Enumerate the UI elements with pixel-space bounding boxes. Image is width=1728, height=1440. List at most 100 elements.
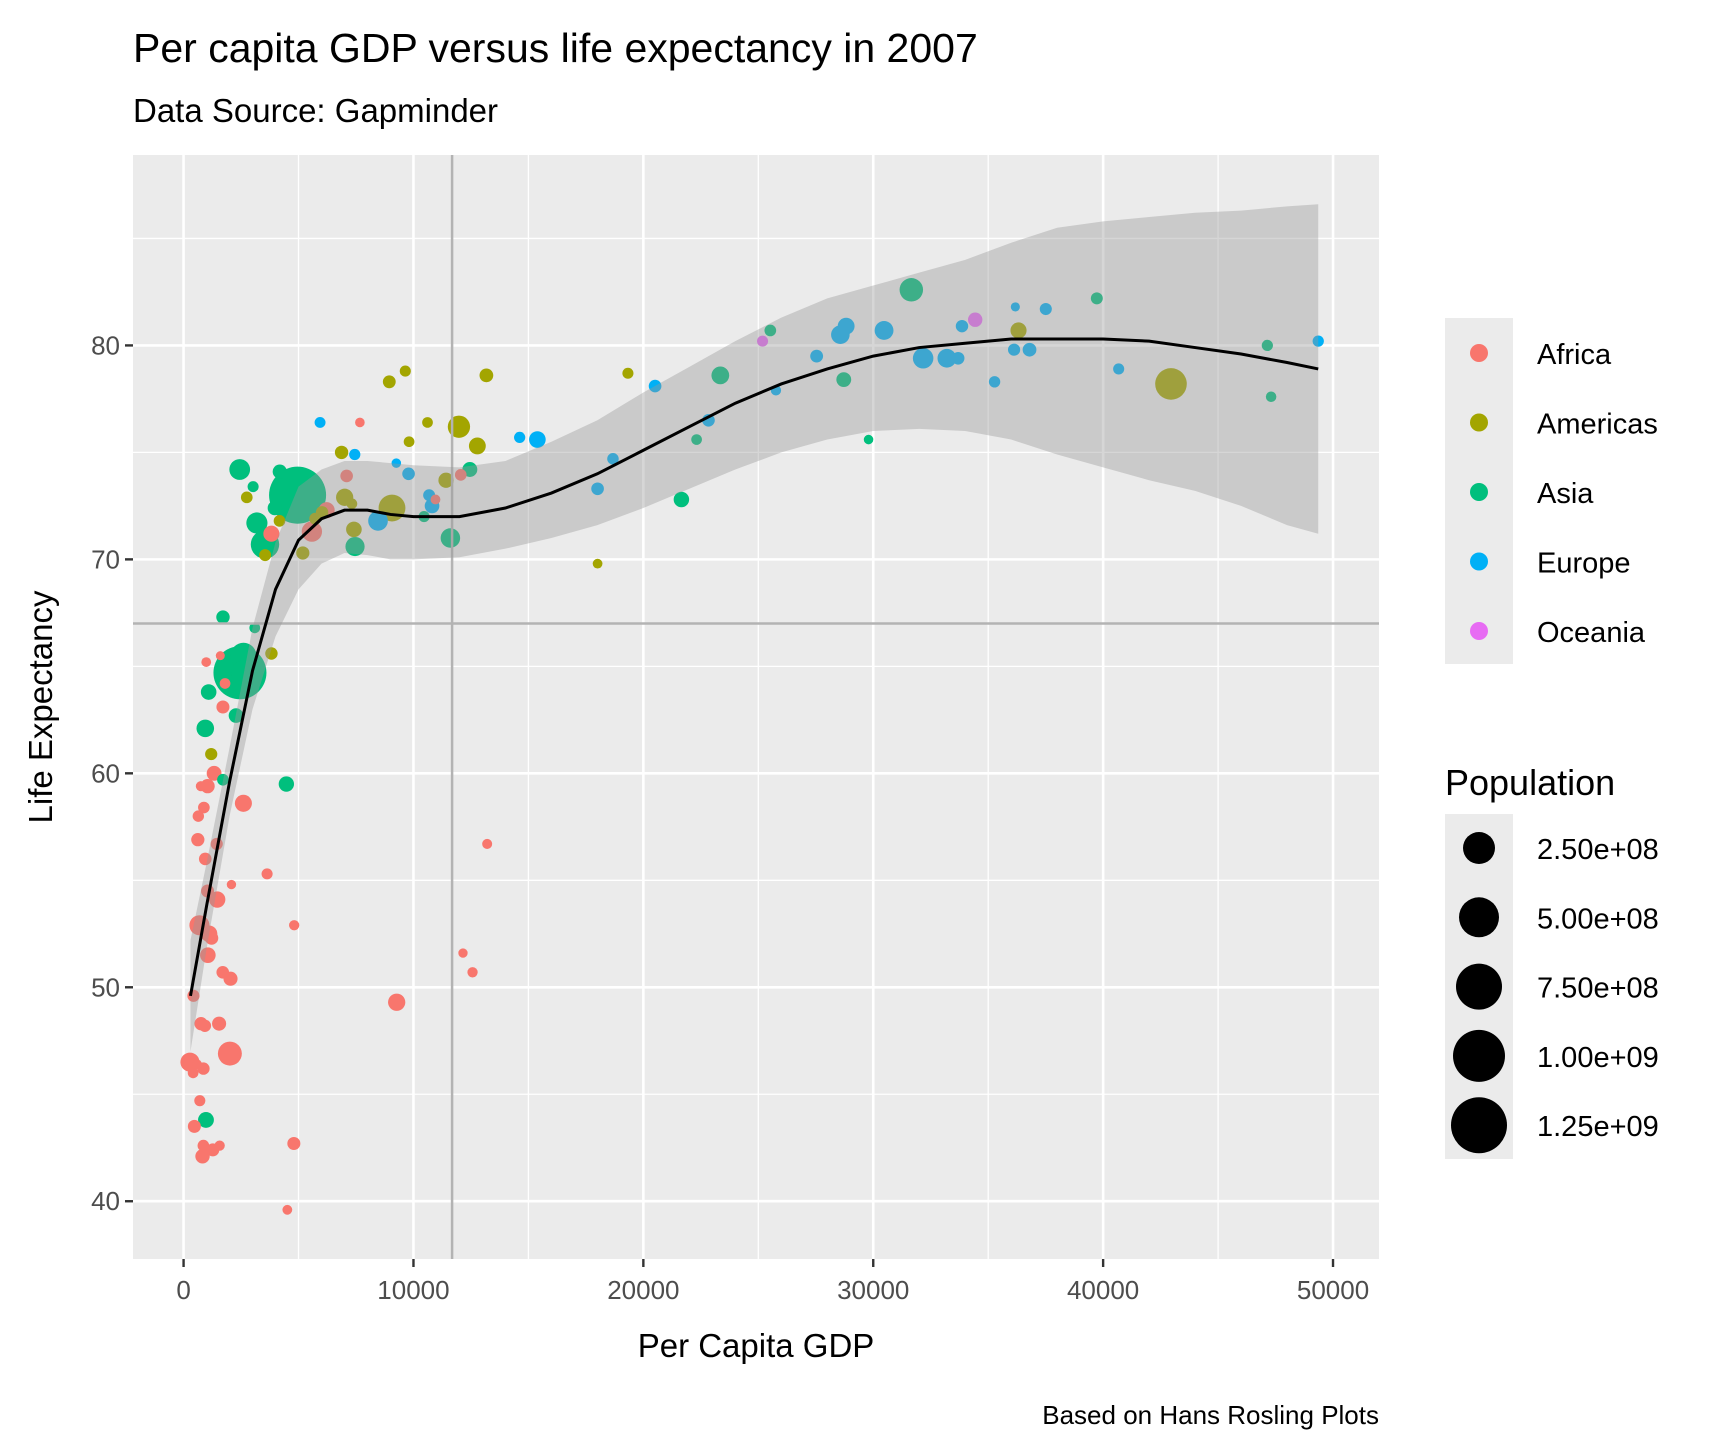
legend-continent: Africa Americas Asia Europe Oceania <box>1445 318 1658 664</box>
legend-size-label: 7.50e+08 <box>1537 973 1659 1005</box>
data-point-americas <box>447 415 471 438</box>
data-point-europe <box>955 319 969 333</box>
data-point-africa <box>201 657 212 667</box>
x-tick-label: 0 <box>176 1275 190 1305</box>
data-point-africa <box>282 1204 293 1215</box>
data-point-asia <box>229 459 251 480</box>
x-axis: 0 10000 20000 30000 40000 50000 <box>176 1259 1369 1305</box>
data-point-africa <box>191 833 205 847</box>
y-tick-label: 70 <box>91 544 120 574</box>
legend-label-europe: Europe <box>1537 548 1631 580</box>
data-point-americas <box>382 375 396 389</box>
data-point-africa <box>195 781 206 792</box>
data-point-europe <box>591 482 604 496</box>
data-point-americas <box>1155 368 1187 400</box>
data-point-americas <box>622 367 634 379</box>
legend-size-key <box>1463 832 1495 864</box>
legend-size-key <box>1453 1029 1505 1082</box>
data-point-americas <box>438 472 454 488</box>
data-point-americas <box>403 436 415 448</box>
legend-key-africa <box>1470 344 1488 362</box>
data-point-americas <box>346 498 358 510</box>
y-tick-label: 80 <box>91 330 120 360</box>
data-point-americas <box>422 417 433 428</box>
data-point-africa <box>287 1136 301 1150</box>
legend-label-asia: Asia <box>1537 478 1594 510</box>
data-point-africa <box>209 891 226 908</box>
data-point-africa <box>198 801 210 814</box>
legend-key-americas <box>1470 413 1488 432</box>
data-point-europe <box>941 352 953 364</box>
data-point-asia <box>440 528 461 548</box>
data-point-asia <box>691 434 702 445</box>
y-tick-label: 60 <box>91 758 120 788</box>
data-point-asia <box>673 491 690 508</box>
data-point-africa <box>191 1059 202 1070</box>
data-point-europe <box>529 431 546 448</box>
data-point-europe <box>391 458 402 468</box>
data-point-europe <box>874 321 894 340</box>
data-point-africa <box>200 947 216 963</box>
data-point-asia <box>272 464 287 479</box>
y-axis: 40 50 60 70 80 <box>91 330 133 1216</box>
data-point-asia <box>247 481 259 493</box>
data-point-asia <box>711 366 730 385</box>
data-point-africa <box>226 879 237 890</box>
y-tick-label: 40 <box>91 1186 120 1216</box>
legend-size-title: Population <box>1445 762 1615 803</box>
data-point-africa <box>482 838 493 849</box>
data-point-americas <box>479 368 494 383</box>
data-point-europe <box>368 511 388 531</box>
data-point-asia <box>863 434 874 445</box>
data-point-americas <box>334 445 349 460</box>
data-point-europe <box>314 416 326 428</box>
data-point-europe <box>1022 342 1037 357</box>
data-point-americas <box>273 515 286 527</box>
data-point-europe <box>1113 363 1125 375</box>
data-point-americas <box>468 437 486 455</box>
data-point-europe <box>1010 302 1020 312</box>
data-point-asia <box>278 776 295 792</box>
data-point-asia <box>1265 391 1277 403</box>
data-point-americas <box>399 365 411 377</box>
data-point-americas <box>296 546 310 560</box>
data-point-africa <box>215 651 225 661</box>
data-point-africa <box>263 525 280 542</box>
legend-key-oceania <box>1470 622 1488 640</box>
data-point-europe <box>514 431 526 444</box>
data-point-europe <box>912 347 934 369</box>
y-axis-title: Life Expectancy <box>22 590 59 823</box>
data-point-africa <box>204 931 219 945</box>
legend-size-key <box>1456 963 1502 1010</box>
legend-size-key <box>1459 897 1499 938</box>
data-point-europe <box>648 379 662 393</box>
data-point-europe <box>349 448 361 461</box>
y-tick-label: 50 <box>91 972 120 1002</box>
data-point-asia <box>764 324 777 337</box>
data-point-oceania <box>968 312 983 327</box>
data-point-africa <box>216 965 230 979</box>
legend-size-label: 2.50e+08 <box>1537 834 1659 866</box>
data-point-americas <box>205 747 218 761</box>
data-point-africa <box>219 678 231 689</box>
data-point-asia <box>196 719 215 738</box>
data-point-africa <box>192 810 205 822</box>
legend-size-key <box>1451 1097 1507 1154</box>
data-point-africa <box>217 1041 242 1066</box>
data-point-africa <box>195 1149 210 1164</box>
data-point-africa <box>214 1140 225 1151</box>
data-point-africa <box>301 521 323 542</box>
data-point-asia <box>230 642 257 669</box>
legend-size-label: 1.25e+09 <box>1537 1111 1659 1143</box>
data-point-asia <box>345 536 365 557</box>
data-point-asia <box>267 500 283 516</box>
data-point-europe <box>1007 343 1021 356</box>
data-point-africa <box>340 469 353 483</box>
data-point-americas <box>259 549 272 562</box>
data-point-europe <box>810 349 824 363</box>
data-points <box>180 278 1324 1215</box>
data-point-africa <box>197 1139 210 1152</box>
data-point-africa <box>187 1067 199 1079</box>
legend-size-label: 1.00e+09 <box>1537 1042 1659 1074</box>
